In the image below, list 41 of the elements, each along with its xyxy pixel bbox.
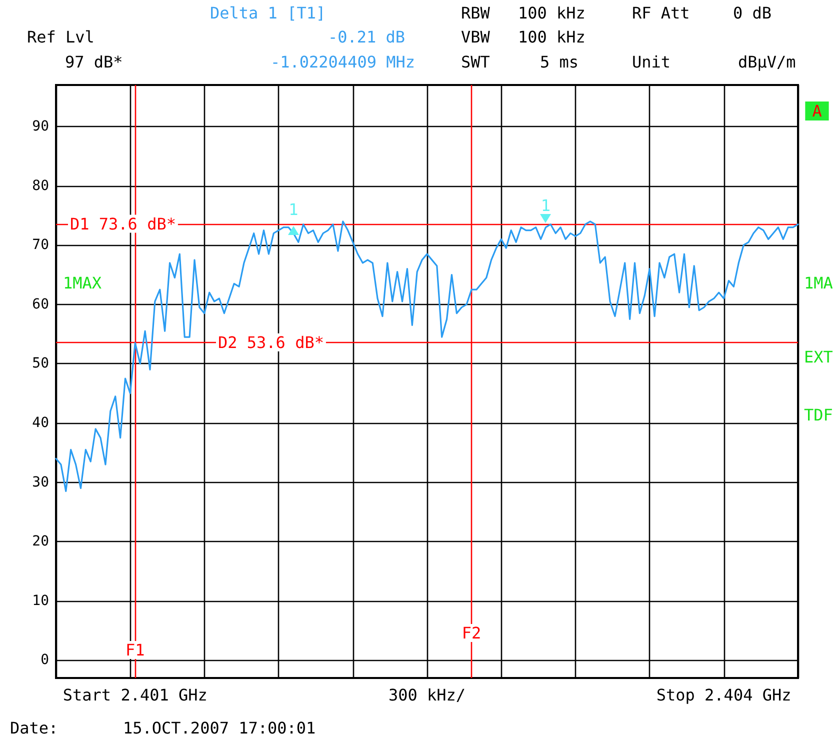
text: 15.OCT.2007 17:00:01 — [123, 718, 316, 738]
annotation: 1MAX — [63, 274, 102, 292]
y-tick-label: 60 — [32, 296, 49, 312]
y-tick-label: 70 — [32, 237, 49, 254]
annotation: 1 — [288, 200, 298, 219]
y-tick-label: 10 — [32, 592, 49, 609]
annotation: F2 — [462, 624, 482, 642]
text: TDF — [804, 406, 833, 424]
x-tick-label: 300 kHz/ — [388, 686, 466, 704]
text: dBμV/m — [738, 52, 796, 72]
y-tick-label: 80 — [32, 178, 49, 194]
x-tick-label: Stop 2.404 GHz — [656, 686, 792, 704]
text: 5 ms — [540, 52, 579, 72]
text: RBW — [461, 4, 490, 22]
text: -1.02204409 MHz — [270, 52, 415, 72]
text: VBW — [461, 28, 490, 46]
y-tick-label: 20 — [32, 534, 49, 550]
text: 1MA — [804, 274, 834, 292]
annotation: F1 — [126, 640, 145, 660]
text: A — [812, 102, 822, 120]
text: SWT — [461, 52, 490, 72]
y-tick-label: 0 — [40, 652, 49, 668]
x-tick-label: Start 2.401 GHz — [62, 686, 208, 704]
y-tick-label: 30 — [32, 474, 49, 490]
text: 0 dB — [733, 4, 772, 22]
annotation: 1 — [540, 196, 551, 215]
ref-line-label: D1 73.6 dB* — [70, 214, 176, 234]
text: RF Att — [632, 4, 690, 22]
y-tick-label: 90 — [32, 118, 49, 135]
text: 100 kHz — [518, 28, 586, 46]
text: Unit — [632, 52, 671, 72]
ref-line-label: D2 53.6 dB* — [218, 332, 324, 352]
y-tick-label: 40 — [32, 415, 49, 432]
text: 97 dB* — [65, 52, 123, 72]
text: EXT — [804, 348, 834, 366]
text: Ref Lvl — [27, 28, 94, 46]
y-tick-label: 50 — [32, 356, 49, 372]
text: 100 kHz — [518, 4, 586, 22]
text: -0.21 dB — [328, 28, 405, 46]
text: Delta 1 [T1] — [210, 4, 326, 22]
text: Date: — [10, 718, 58, 738]
